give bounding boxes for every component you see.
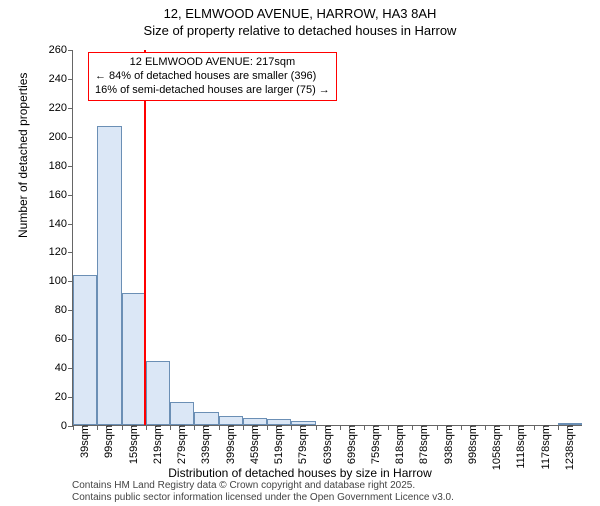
title-line-1: 12, ELMWOOD AVENUE, HARROW, HA3 8AH: [0, 6, 600, 21]
xtick-mark: [388, 425, 389, 430]
y-axis-label: Number of detached properties: [16, 73, 30, 238]
xtick-label: 1178sqm: [538, 425, 552, 469]
xtick-label: 279sqm: [174, 425, 188, 464]
histogram-bar: [122, 293, 146, 425]
histogram-bar: [291, 421, 315, 425]
xtick-label: 39sqm: [77, 425, 91, 458]
histogram-bar: [219, 416, 243, 425]
ytick-label: 140: [49, 218, 73, 230]
histogram-bar: [170, 402, 194, 425]
histogram-bar: [243, 418, 267, 425]
xtick-mark: [146, 425, 147, 430]
footer-line-2: Contains public sector information licen…: [72, 492, 454, 504]
xtick-mark: [267, 425, 268, 430]
histogram-bar: [73, 275, 97, 425]
xtick-mark: [340, 425, 341, 430]
xtick-label: 639sqm: [320, 425, 334, 464]
xtick-mark: [122, 425, 123, 430]
xtick-mark: [437, 425, 438, 430]
xtick-label: 519sqm: [271, 425, 285, 464]
histogram-bar: [194, 412, 218, 425]
histogram-bar: [97, 126, 121, 425]
xtick-label: 878sqm: [416, 425, 430, 464]
plot-area: 02040608010012014016018020022024026039sq…: [72, 50, 582, 426]
ytick-label: 40: [55, 362, 73, 374]
xtick-mark: [461, 425, 462, 430]
xtick-label: 459sqm: [247, 425, 261, 464]
xtick-mark: [194, 425, 195, 430]
xtick-label: 818sqm: [392, 425, 406, 464]
xtick-mark: [170, 425, 171, 430]
xtick-label: 399sqm: [223, 425, 237, 464]
annotation-line-1: 12 ELMWOOD AVENUE: 217sqm: [95, 56, 330, 70]
ytick-label: 220: [49, 102, 73, 114]
x-axis-label: Distribution of detached houses by size …: [0, 466, 600, 480]
ytick-label: 240: [49, 73, 73, 85]
annotation-box: 12 ELMWOOD AVENUE: 217sqm← 84% of detach…: [88, 52, 337, 101]
xtick-mark: [364, 425, 365, 430]
xtick-label: 998sqm: [465, 425, 479, 464]
xtick-mark: [485, 425, 486, 430]
xtick-mark: [219, 425, 220, 430]
ytick-label: 180: [49, 160, 73, 172]
ytick-label: 260: [49, 44, 73, 56]
xtick-mark: [316, 425, 317, 430]
annotation-line-3: 16% of semi-detached houses are larger (…: [95, 84, 330, 98]
xtick-label: 219sqm: [150, 425, 164, 464]
ytick-label: 200: [49, 131, 73, 143]
ytick-label: 160: [49, 189, 73, 201]
chart-container: 02040608010012014016018020022024026039sq…: [72, 50, 582, 426]
xtick-label: 938sqm: [441, 425, 455, 464]
xtick-label: 579sqm: [295, 425, 309, 464]
title-line-2: Size of property relative to detached ho…: [0, 23, 600, 38]
ytick-label: 100: [49, 275, 73, 287]
histogram-bar: [558, 423, 582, 425]
footer-line-1: Contains HM Land Registry data © Crown c…: [72, 480, 454, 492]
ytick-label: 80: [55, 304, 73, 316]
xtick-label: 159sqm: [126, 425, 140, 464]
xtick-label: 1238sqm: [562, 425, 576, 470]
xtick-mark: [534, 425, 535, 430]
xtick-label: 699sqm: [344, 425, 358, 464]
xtick-mark: [291, 425, 292, 430]
footer-attribution: Contains HM Land Registry data © Crown c…: [72, 480, 454, 504]
ytick-label: 120: [49, 246, 73, 258]
xtick-mark: [412, 425, 413, 430]
annotation-line-2: ← 84% of detached houses are smaller (39…: [95, 70, 330, 84]
subject-marker-line: [144, 50, 146, 425]
xtick-label: 339sqm: [198, 425, 212, 464]
xtick-label: 99sqm: [101, 425, 115, 458]
xtick-mark: [558, 425, 559, 430]
ytick-label: 20: [55, 391, 73, 403]
xtick-mark: [509, 425, 510, 430]
ytick-label: 0: [61, 420, 73, 432]
xtick-mark: [97, 425, 98, 430]
xtick-label: 1118sqm: [513, 425, 527, 469]
histogram-bar: [267, 419, 291, 425]
xtick-label: 759sqm: [368, 425, 382, 464]
histogram-bar: [146, 361, 170, 425]
xtick-mark: [243, 425, 244, 430]
xtick-label: 1058sqm: [489, 425, 503, 470]
xtick-mark: [73, 425, 74, 430]
ytick-label: 60: [55, 333, 73, 345]
